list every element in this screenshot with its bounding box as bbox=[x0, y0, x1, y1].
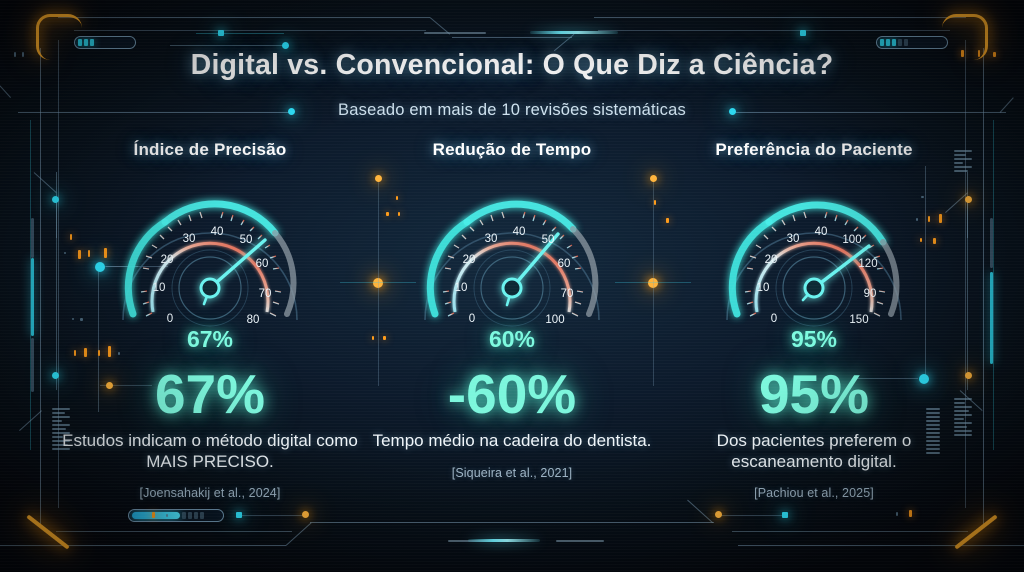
stat-big-value: -60% bbox=[447, 363, 577, 425]
stat-panel-title: Redução de Tempo bbox=[432, 140, 592, 159]
gauge-tick-label: 70 bbox=[561, 288, 574, 300]
gauge-tick-label: 70 bbox=[259, 288, 272, 300]
gauge-tick-label: 100 bbox=[842, 234, 861, 246]
stat-citation: [Siqueira et al., 2021] bbox=[451, 465, 573, 480]
stat-panel: Redução de Tempo bbox=[364, 140, 660, 520]
gauge-tick-label: 40 bbox=[211, 226, 224, 238]
stat-caption: Estudos indicam o método digital como MA… bbox=[62, 431, 358, 471]
gauge-tick-label: 0 bbox=[167, 313, 173, 325]
gauge-tick-label: 50 bbox=[240, 234, 253, 246]
gauge-tick-label: 30 bbox=[485, 233, 498, 245]
gauge-tick-label: 10 bbox=[455, 282, 468, 294]
gauge-tick-label: 150 bbox=[849, 314, 868, 326]
gauge-tick-label: 100 bbox=[545, 314, 564, 326]
gauge-value-label: 95% bbox=[790, 326, 838, 352]
gauge-tick-label: 40 bbox=[513, 226, 526, 238]
stat-caption: Dos pacientes preferem o escaneamento di… bbox=[716, 431, 912, 471]
gauge-tick-label: 60 bbox=[256, 258, 269, 270]
gauge-value-label: 67% bbox=[186, 326, 234, 352]
gauge-patient-preference: 0 10 20 30 40 100 120 90 150 95% bbox=[709, 172, 919, 352]
stat-caption: Tempo médio na cadeira do dentista. bbox=[372, 431, 652, 450]
gauge-svg: 0 10 20 30 40 50 60 70 80 bbox=[122, 200, 298, 327]
stat-panel-title: Índice de Precisão bbox=[133, 140, 287, 159]
gauge-tick-label: 20 bbox=[161, 254, 174, 266]
gauge-tick-label: 90 bbox=[864, 288, 877, 300]
stat-panel-group: Índice de Precisão bbox=[62, 140, 962, 520]
stat-panel-title: Preferência do Paciente bbox=[715, 140, 913, 159]
gauge-tick-label: 30 bbox=[183, 233, 196, 245]
gauge-tick-label: 120 bbox=[858, 258, 877, 270]
gauge-tick-label: 10 bbox=[153, 282, 166, 294]
gauge-svg: 0 10 20 30 40 100 120 90 150 bbox=[726, 201, 902, 327]
gauge-tick-label: 60 bbox=[558, 258, 571, 270]
gauge-precision: 0 10 20 30 40 50 60 70 80 67% bbox=[105, 172, 315, 352]
gauge-value-label: 60% bbox=[488, 326, 536, 352]
stat-big-value: 67% bbox=[154, 363, 266, 425]
gauge-tick-label: 0 bbox=[771, 313, 777, 325]
gauge-tick-label: 80 bbox=[247, 314, 260, 326]
gauge-tick-label: 50 bbox=[542, 234, 555, 246]
stat-citation: [Pachiou et al., 2025] bbox=[754, 486, 874, 501]
page-subtitle: Baseado em mais de 10 revisões sistemáti… bbox=[338, 101, 686, 119]
gauge-svg: 0 10 20 30 40 50 60 70 100 bbox=[424, 200, 600, 327]
gauge-tick-label: 20 bbox=[765, 254, 778, 266]
gauge-tick-label: 40 bbox=[815, 226, 828, 238]
stat-panel: Índice de Precisão bbox=[62, 140, 358, 520]
page-title: Digital vs. Convencional: O Que Diz a Ci… bbox=[190, 49, 834, 81]
stat-big-value: 95% bbox=[758, 363, 870, 425]
gauge-tick-label: 10 bbox=[757, 282, 770, 294]
gauge-time-reduction: 0 10 20 30 40 50 60 70 100 60% bbox=[407, 172, 617, 352]
gauge-tick-label: 30 bbox=[787, 233, 800, 245]
gauge-tick-label: 20 bbox=[463, 254, 476, 266]
stat-citation: [Joensahakij et al., 2024] bbox=[139, 486, 281, 501]
gauge-tick-label: 0 bbox=[469, 313, 475, 325]
stat-panel: Preferência do Paciente bbox=[666, 140, 962, 520]
